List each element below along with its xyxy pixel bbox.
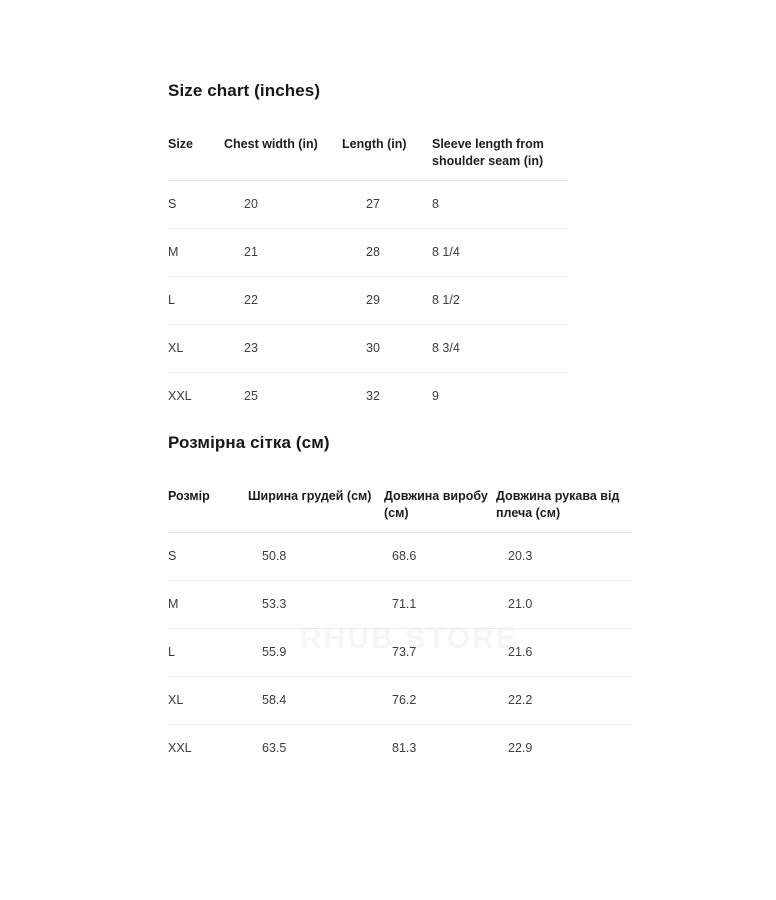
cell-size: XXL — [168, 741, 192, 755]
cell-sleeve: 20.3 — [496, 532, 632, 581]
cell-length: 32 — [366, 389, 380, 403]
cell-size: S — [168, 180, 224, 229]
column-header-length: Length (in) — [342, 136, 432, 181]
cell-sleeve: 9 — [432, 389, 439, 403]
cell-length: 71.1 — [384, 580, 496, 629]
column-header-dovzhyna-rukava: Довжина рукава від плеча (см) — [496, 488, 632, 533]
size-chart-cm-section: Розмірна сітка (см) Розмір Ширина грудей… — [168, 432, 632, 772]
cell-length: 27 — [342, 180, 432, 229]
cell-chest: 55.9 — [248, 628, 384, 677]
size-chart-inches-title: Size chart (inches) — [168, 81, 321, 100]
size-chart-cm-title: Розмірна сітка (см) — [168, 433, 330, 452]
cell-sleeve: 22.2 — [496, 676, 632, 725]
table-row: S 20 27 8 — [168, 180, 568, 229]
cell-size: XXL — [168, 389, 192, 403]
column-header-rozmir: Розмір — [168, 488, 248, 533]
cell-chest: 20 — [224, 180, 342, 229]
cell-size: M — [168, 580, 248, 629]
size-chart-inches-table: Size Chest width (in) Length (in) Sleeve… — [168, 136, 568, 420]
cell-size: XL — [168, 676, 248, 725]
table-row: S 50.8 68.6 20.3 — [168, 532, 632, 581]
table-row: L 55.9 73.7 21.6 — [168, 628, 632, 677]
cell-chest: 50.8 — [248, 532, 384, 581]
cell-length: 29 — [342, 276, 432, 325]
cell-sleeve: 21.6 — [496, 628, 632, 677]
size-chart-cm-table: Розмір Ширина грудей (см) Довжина виробу… — [168, 488, 632, 772]
table-row: XL 23 30 8 3/4 — [168, 324, 568, 373]
cell-length: 76.2 — [384, 676, 496, 725]
column-header-shyryna-hrudey: Ширина грудей (см) — [248, 488, 384, 533]
cell-length: 28 — [342, 228, 432, 277]
column-header-sleeve-length: Sleeve length from shoulder seam (in) — [432, 136, 568, 181]
table-row: M 53.3 71.1 21.0 — [168, 580, 632, 629]
column-header-size: Size — [168, 136, 224, 181]
cell-sleeve: 22.9 — [508, 741, 533, 755]
cell-length: 81.3 — [392, 741, 417, 755]
size-chart-inches-section: Size chart (inches) Size Chest width (in… — [168, 80, 568, 420]
cell-chest: 23 — [224, 324, 342, 373]
cell-sleeve: 8 1/2 — [432, 276, 568, 325]
table-row: L 22 29 8 1/2 — [168, 276, 568, 325]
cell-chest: 25 — [244, 389, 258, 403]
cell-chest: 63.5 — [262, 741, 287, 755]
cell-chest: 58.4 — [248, 676, 384, 725]
cell-sleeve: 8 1/4 — [432, 228, 568, 277]
cell-size: L — [168, 276, 224, 325]
table-header-row: Size Chest width (in) Length (in) Sleeve… — [168, 136, 568, 181]
cell-size: S — [168, 532, 248, 581]
cell-size: L — [168, 628, 248, 677]
cell-sleeve: 21.0 — [496, 580, 632, 629]
cell-size: XL — [168, 324, 224, 373]
table-row: XXL 25 32 9 — [168, 373, 568, 421]
cell-chest: 21 — [224, 228, 342, 277]
table-row: XXL 63.5 81.3 22.9 — [168, 725, 632, 773]
column-header-chest-width: Chest width (in) — [224, 136, 342, 181]
cell-length: 73.7 — [384, 628, 496, 677]
cell-chest: 53.3 — [248, 580, 384, 629]
cell-sleeve: 8 — [432, 180, 568, 229]
table-row: M 21 28 8 1/4 — [168, 228, 568, 277]
cell-size: M — [168, 228, 224, 277]
cell-length: 30 — [342, 324, 432, 373]
table-row: XL 58.4 76.2 22.2 — [168, 676, 632, 725]
cell-sleeve: 8 3/4 — [432, 324, 568, 373]
cell-chest: 22 — [224, 276, 342, 325]
column-header-dovzhyna-vyrobu: Довжина виробу (см) — [384, 488, 496, 533]
table-header-row: Розмір Ширина грудей (см) Довжина виробу… — [168, 488, 632, 533]
cell-length: 68.6 — [384, 532, 496, 581]
